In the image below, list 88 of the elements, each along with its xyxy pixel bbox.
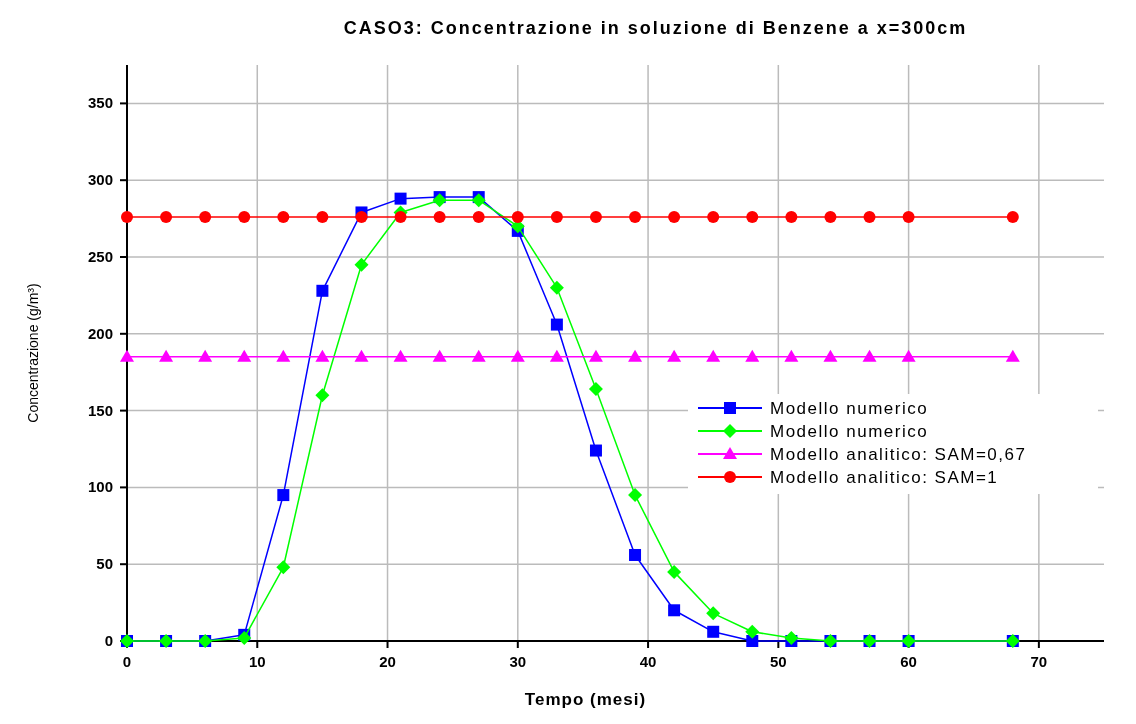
point: [863, 211, 876, 224]
point: [238, 211, 251, 224]
legend-label: Modello analitico: SAM=0,67: [770, 445, 1027, 464]
legend-label: Modello numerico: [770, 422, 929, 441]
point: [629, 548, 642, 561]
point: [471, 193, 486, 208]
point: [432, 193, 447, 208]
point: [315, 388, 330, 403]
point: [628, 349, 643, 362]
point: [823, 349, 838, 362]
point: [668, 211, 681, 224]
point: [237, 630, 252, 645]
point: [198, 349, 213, 362]
point: [472, 211, 485, 224]
point: [667, 564, 682, 579]
point: [355, 211, 368, 224]
point: [159, 349, 174, 362]
point: [706, 606, 721, 621]
point: [785, 211, 798, 224]
point: [199, 211, 212, 224]
point: [784, 349, 799, 362]
x-tick-label: 40: [639, 653, 657, 670]
x-tick-label: 50: [769, 653, 787, 670]
point: [121, 211, 133, 224]
point: [550, 211, 563, 224]
x-tick-label: 60: [900, 653, 917, 670]
point: [276, 349, 291, 362]
point: [629, 211, 642, 224]
y-tick-label: 50: [96, 555, 113, 573]
x-tick-label: 20: [379, 653, 396, 670]
point: [120, 349, 134, 362]
point: [824, 211, 837, 224]
point: [745, 349, 760, 362]
y-tick-label: 300: [87, 171, 113, 189]
point: [707, 625, 720, 638]
legend-label: Modello numerico: [770, 399, 929, 418]
point: [588, 349, 603, 362]
point: [160, 211, 173, 224]
y-tick-label: 0: [104, 632, 113, 649]
point: [277, 211, 290, 224]
point: [511, 211, 524, 224]
point: [745, 624, 760, 639]
point: [394, 211, 407, 224]
point: [902, 211, 915, 224]
point: [276, 560, 291, 575]
point: [316, 284, 329, 297]
point: [862, 349, 877, 362]
point: [471, 349, 486, 362]
point: [784, 630, 799, 645]
point: [316, 211, 329, 224]
point: [706, 349, 721, 362]
point: [589, 211, 602, 224]
point: [628, 488, 643, 503]
point: [549, 280, 564, 295]
x-tick-label: 0: [122, 653, 132, 670]
x-tick-label: 30: [509, 653, 527, 670]
point: [354, 349, 369, 362]
point: [354, 257, 369, 272]
y-tick-label: 350: [87, 94, 113, 112]
point: [707, 211, 720, 224]
point: [510, 349, 525, 362]
point: [1005, 349, 1020, 362]
y-tick-label: 150: [87, 401, 113, 419]
point: [668, 604, 681, 617]
point: [277, 489, 290, 502]
point: [746, 211, 759, 224]
point: [315, 349, 330, 362]
point: [550, 318, 563, 331]
point: [667, 349, 682, 362]
point: [237, 349, 252, 362]
y-tick-label: 100: [87, 478, 113, 496]
x-tick-label: 10: [248, 653, 266, 670]
point: [393, 349, 408, 362]
y-tick-label: 250: [87, 248, 113, 265]
chart-title: CASO3: Concentrazione in soluzione di Benzene a x=300cm: [343, 18, 968, 38]
point: [549, 349, 564, 362]
point: [432, 349, 447, 362]
x-axis-title: Tempo (mesi): [524, 690, 647, 709]
point: [589, 444, 602, 457]
y-axis-title: Concentrazione (g/m³): [25, 283, 41, 423]
point: [901, 349, 916, 362]
point: [1006, 211, 1019, 224]
point: [433, 211, 446, 224]
legend-label: Modello analitico: SAM=1: [770, 468, 999, 487]
point: [588, 382, 603, 397]
point: [394, 192, 407, 205]
x-tick-label: 70: [1030, 653, 1048, 670]
y-tick-label: 200: [87, 324, 113, 342]
